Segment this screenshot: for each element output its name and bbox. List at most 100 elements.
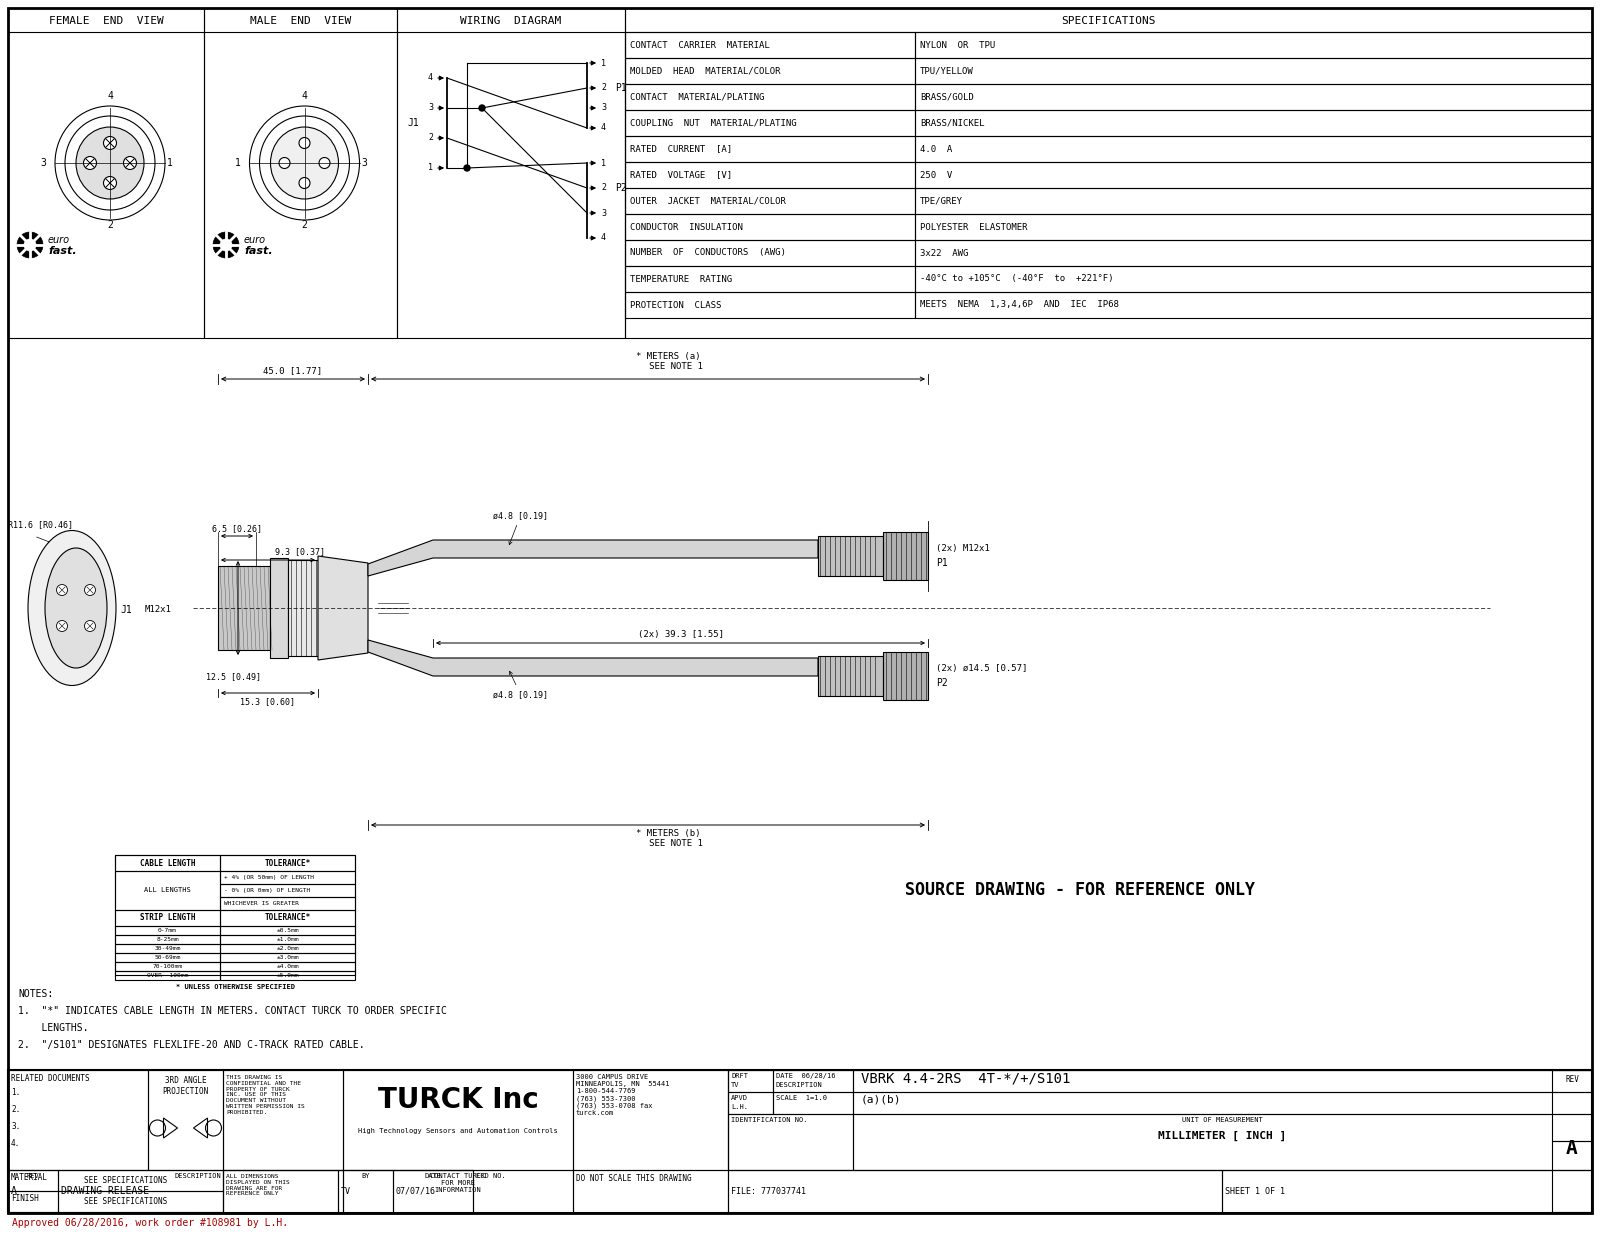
Text: SHEET 1 OF 1: SHEET 1 OF 1: [1226, 1188, 1285, 1196]
Bar: [626, 188, 915, 214]
Text: * METERS (b)
   SEE NOTE 1: * METERS (b) SEE NOTE 1: [634, 829, 702, 849]
Text: P2: P2: [614, 183, 627, 193]
Bar: [915, 136, 1592, 162]
Bar: [394, 1170, 474, 1213]
Circle shape: [464, 165, 470, 171]
Text: DRAWING RELEASE: DRAWING RELEASE: [61, 1186, 149, 1196]
Text: CONTACT  MATERIAL/PLATING: CONTACT MATERIAL/PLATING: [630, 93, 765, 101]
Text: * METERS (a)
   SEE NOTE 1: * METERS (a) SEE NOTE 1: [634, 351, 702, 371]
Text: NOTES:: NOTES:: [18, 990, 53, 999]
Text: MOLDED  HEAD  MATERIAL/COLOR: MOLDED HEAD MATERIAL/COLOR: [630, 67, 781, 75]
Text: * UNLESS OTHERWISE SPECIFIED: * UNLESS OTHERWISE SPECIFIED: [176, 983, 294, 990]
Text: RATED  VOLTAGE  [V]: RATED VOLTAGE [V]: [630, 171, 733, 179]
Text: (2x) 39.3 [1.55]: (2x) 39.3 [1.55]: [637, 630, 723, 640]
Text: PROTECTION  CLASS: PROTECTION CLASS: [630, 301, 722, 309]
Text: A: A: [11, 1186, 18, 1196]
Text: 1: 1: [235, 158, 240, 168]
Text: ALL DIMENSIONS
DISPLAYED ON THIS
DRAWING ARE FOR
REFERENCE ONLY: ALL DIMENSIONS DISPLAYED ON THIS DRAWING…: [226, 1174, 290, 1196]
Text: OVER  100mm: OVER 100mm: [147, 974, 189, 978]
Bar: [221, 971, 355, 980]
Text: (2x) M12x1: (2x) M12x1: [936, 544, 990, 553]
Text: TPU/YELLOW: TPU/YELLOW: [920, 67, 974, 75]
Text: fast.: fast.: [243, 246, 272, 256]
Text: 250  V: 250 V: [920, 171, 952, 179]
Bar: [626, 292, 915, 318]
Text: 07/07/16: 07/07/16: [397, 1188, 435, 1196]
Text: 3x22  AWG: 3x22 AWG: [920, 249, 968, 257]
Text: 0-7mm: 0-7mm: [158, 928, 178, 933]
Text: POLYESTER  ELASTOMER: POLYESTER ELASTOMER: [920, 223, 1027, 231]
Text: SPECIFICATIONS: SPECIFICATIONS: [1061, 16, 1155, 26]
Bar: [222, 1070, 342, 1170]
Text: SEE SPECIFICATIONS: SEE SPECIFICATIONS: [83, 1197, 166, 1206]
Bar: [728, 1092, 773, 1115]
Bar: [58, 1170, 338, 1213]
Text: 3: 3: [602, 104, 606, 113]
Text: BRASS/GOLD: BRASS/GOLD: [920, 93, 974, 101]
Text: MALE  END  VIEW: MALE END VIEW: [250, 16, 350, 26]
Bar: [221, 871, 355, 884]
Text: 4.: 4.: [11, 1139, 21, 1148]
Bar: [221, 944, 355, 952]
Ellipse shape: [270, 127, 339, 199]
Text: P1: P1: [936, 558, 947, 568]
Text: 4.0  A: 4.0 A: [920, 145, 952, 153]
Polygon shape: [368, 640, 818, 675]
Text: ±5.0mm: ±5.0mm: [277, 974, 299, 978]
Text: 3: 3: [429, 104, 434, 113]
Text: RELATED DOCUMENTS: RELATED DOCUMENTS: [11, 1074, 90, 1084]
Bar: [915, 240, 1592, 266]
Bar: [221, 855, 355, 871]
Bar: [915, 110, 1592, 136]
Bar: [915, 266, 1592, 292]
Text: ±1.0mm: ±1.0mm: [277, 936, 299, 943]
Text: 1: 1: [166, 158, 173, 168]
Text: NUMBER  OF  CONDUCTORS  (AWG): NUMBER OF CONDUCTORS (AWG): [630, 249, 786, 257]
Bar: [115, 855, 355, 975]
Text: SEE SPECIFICATIONS: SEE SPECIFICATIONS: [83, 1176, 166, 1185]
Text: IDENTIFICATION NO.: IDENTIFICATION NO.: [731, 1117, 808, 1123]
Ellipse shape: [278, 157, 290, 168]
Text: 70-100mm: 70-100mm: [152, 964, 182, 969]
Ellipse shape: [221, 239, 232, 251]
Bar: [115, 910, 221, 927]
Text: 2.  "/S101" DESIGNATES FLEXLIFE-20 AND C-TRACK RATED CABLE.: 2. "/S101" DESIGNATES FLEXLIFE-20 AND C-…: [18, 1040, 365, 1050]
Text: 1.: 1.: [11, 1089, 21, 1097]
Ellipse shape: [29, 531, 115, 685]
Text: -40°C to +105°C  (-40°F  to  +221°F): -40°C to +105°C (-40°F to +221°F): [920, 275, 1114, 283]
Circle shape: [478, 105, 485, 111]
Text: BRASS/NICKEL: BRASS/NICKEL: [920, 119, 984, 127]
Text: 3000 CAMPUS DRIVE
MINNEAPOLIS, MN  55441
1-800-544-7769
(763) 553-7300
(763) 553: 3000 CAMPUS DRIVE MINNEAPOLIS, MN 55441 …: [576, 1074, 669, 1116]
Text: + 4% (OR 50mm) OF LENGTH: + 4% (OR 50mm) OF LENGTH: [224, 875, 314, 880]
Text: (a)(b): (a)(b): [861, 1095, 901, 1105]
Text: FEMALE  END  VIEW: FEMALE END VIEW: [48, 16, 163, 26]
Bar: [1222, 1170, 1592, 1213]
Bar: [8, 7, 205, 338]
Bar: [115, 927, 221, 935]
Bar: [818, 656, 883, 696]
Bar: [728, 1170, 1222, 1213]
Bar: [222, 1170, 474, 1213]
Bar: [915, 188, 1592, 214]
Text: R11.6 [R0.46]: R11.6 [R0.46]: [8, 520, 74, 529]
Bar: [221, 884, 355, 897]
Ellipse shape: [104, 136, 117, 150]
Text: MEETS  NEMA  1,3,4,6P  AND  IEC  IP68: MEETS NEMA 1,3,4,6P AND IEC IP68: [920, 301, 1118, 309]
Text: COUPLING  NUT  MATERIAL/PLATING: COUPLING NUT MATERIAL/PLATING: [630, 119, 797, 127]
Bar: [221, 935, 355, 944]
Text: FINISH: FINISH: [11, 1194, 38, 1204]
Bar: [626, 162, 915, 188]
Text: 2: 2: [429, 134, 434, 142]
Bar: [397, 7, 626, 338]
Text: 4: 4: [107, 92, 114, 101]
Text: SCALE  1=1.0: SCALE 1=1.0: [776, 1095, 827, 1101]
Text: 2.: 2.: [11, 1105, 21, 1115]
Bar: [883, 532, 928, 580]
Text: 3.: 3.: [11, 1122, 21, 1131]
Bar: [728, 1070, 773, 1092]
Text: TOLERANCE*: TOLERANCE*: [264, 913, 310, 923]
Bar: [205, 7, 397, 338]
Text: A: A: [1566, 1139, 1578, 1159]
Text: MATERIAL: MATERIAL: [11, 1173, 48, 1183]
Text: euro: euro: [243, 235, 266, 245]
